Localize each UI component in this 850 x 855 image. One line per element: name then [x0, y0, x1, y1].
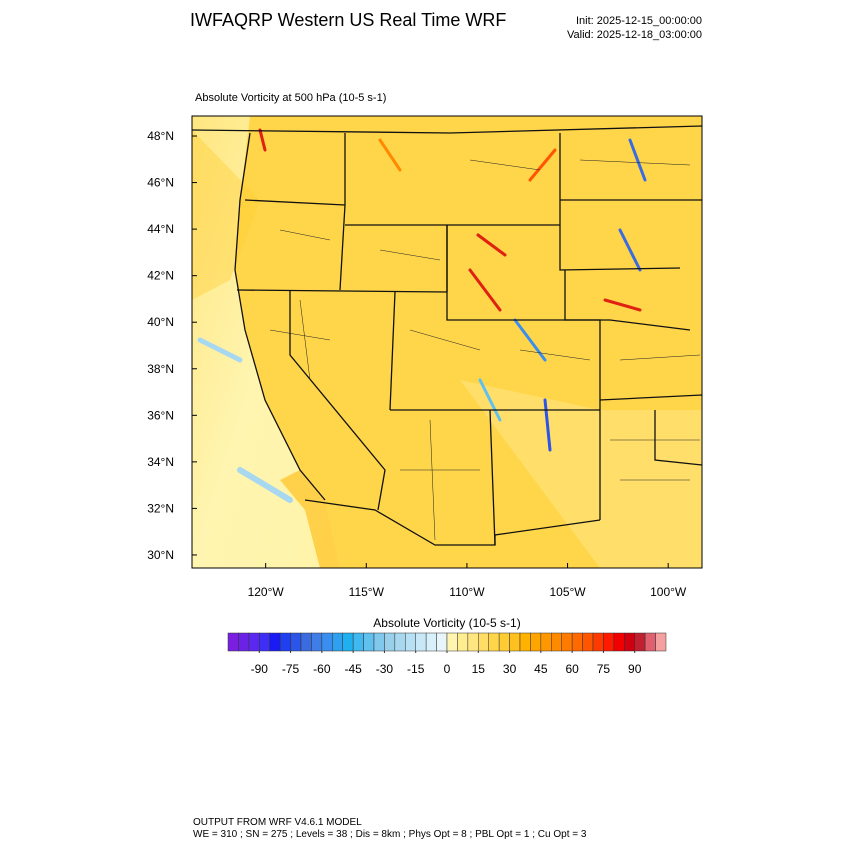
colorbar-box: [321, 632, 333, 652]
colorbar-box: [457, 632, 469, 652]
colorbar-box: [540, 632, 552, 652]
colorbar-box: [498, 632, 510, 652]
colorbar-box: [259, 632, 270, 652]
colorbar-box: [415, 632, 427, 652]
init-time: Init: 2025-12-15_00:00:00: [576, 15, 702, 27]
colorbar-tick-label: 0: [444, 662, 451, 676]
lat-tick-label: 40°N: [147, 315, 174, 329]
colorbar-box: [394, 632, 406, 652]
colorbar-box: [384, 632, 396, 652]
lon-tick-label: 110°W: [449, 585, 485, 599]
colorbar-box: [279, 632, 291, 652]
colorbar-box: [425, 632, 437, 652]
lat-tick-label: 42°N: [147, 269, 174, 283]
colorbar-box: [311, 632, 323, 652]
title: IWFAQRP Western US Real Time WRF: [190, 10, 506, 30]
lat-tick-label: 46°N: [147, 176, 174, 190]
valid-time: Valid: 2025-12-18_03:00:00: [567, 29, 702, 41]
colorbar-box: [248, 632, 260, 652]
colorbar-tick-label: 15: [472, 662, 486, 676]
colorbar-tick-label: -45: [344, 662, 362, 676]
colorbar-box: [561, 632, 573, 652]
lat-tick-label: 36°N: [147, 408, 174, 422]
colorbar-tick-label: -30: [376, 662, 394, 676]
lon-tick-label: 105°W: [549, 585, 586, 599]
map-frame: [191, 115, 703, 569]
lat-tick-label: 30°N: [147, 548, 174, 562]
map-field: [192, 116, 702, 568]
colorbar-box: [488, 632, 500, 652]
colorbar-box: [446, 632, 458, 652]
colorbar-box: [551, 632, 562, 652]
colorbar-tick-label: 45: [534, 662, 548, 676]
lon-tick-label: 120°W: [248, 585, 285, 599]
colorbar-box: [300, 632, 312, 652]
colorbar-tick-label: -15: [407, 662, 425, 676]
footer-model: OUTPUT FROM WRF V4.6.1 MODEL: [193, 817, 362, 828]
colorbar-box: [478, 632, 489, 652]
colorbar-box: [582, 632, 594, 652]
colorbar-box: [238, 632, 250, 652]
lat-tick-label: 38°N: [147, 362, 174, 376]
colorbar-box: [571, 632, 583, 652]
colorbar-tick-label: -75: [282, 662, 300, 676]
colorbar-box: [405, 632, 416, 652]
colorbar-box: [342, 632, 354, 652]
colorbar-tick-label: -90: [251, 662, 269, 676]
map-title: Absolute Vorticity at 500 hPa (10-5 s-1): [195, 92, 386, 104]
colorbar-box: [436, 632, 448, 652]
colorbar-box: [644, 632, 656, 652]
colorbar-tick-label: 75: [597, 662, 611, 676]
colorbar-box: [269, 632, 281, 652]
colorbar-box: [519, 632, 531, 652]
colorbar-tick-label: 90: [628, 662, 642, 676]
colorbar-box: [290, 632, 302, 652]
colorbar-tick-label: -60: [313, 662, 331, 676]
colorbar-box: [373, 632, 385, 652]
lon-tick-label: 115°W: [349, 585, 385, 599]
colorbar-box: [603, 632, 615, 652]
lon-tick-label: 100°W: [650, 585, 687, 599]
colorbar-box: [363, 632, 375, 652]
colorbar-box: [655, 632, 667, 652]
colorbar-box: [530, 632, 542, 652]
colorbar-box: [624, 632, 635, 652]
colorbar-box: [509, 632, 521, 652]
colorbar-box: [592, 632, 604, 652]
colorbar-tick-label: 60: [565, 662, 579, 676]
colorbar-box: [634, 632, 646, 652]
colorbar-box: [613, 632, 625, 652]
colorbar-title: Absolute Vorticity (10-5 s-1): [373, 616, 520, 630]
colorbar-box: [227, 632, 239, 652]
lat-tick-label: 48°N: [147, 129, 174, 143]
colorbar-box: [352, 632, 364, 652]
colorbar-tick-label: 30: [503, 662, 517, 676]
colorbar-box: [467, 632, 479, 652]
lat-tick-label: 34°N: [147, 455, 174, 469]
colorbar-box: [332, 632, 343, 652]
lat-tick-label: 32°N: [147, 501, 174, 515]
footer-options: WE = 310 ; SN = 275 ; Levels = 38 ; Dis …: [193, 829, 587, 840]
lat-tick-label: 44°N: [147, 222, 174, 236]
